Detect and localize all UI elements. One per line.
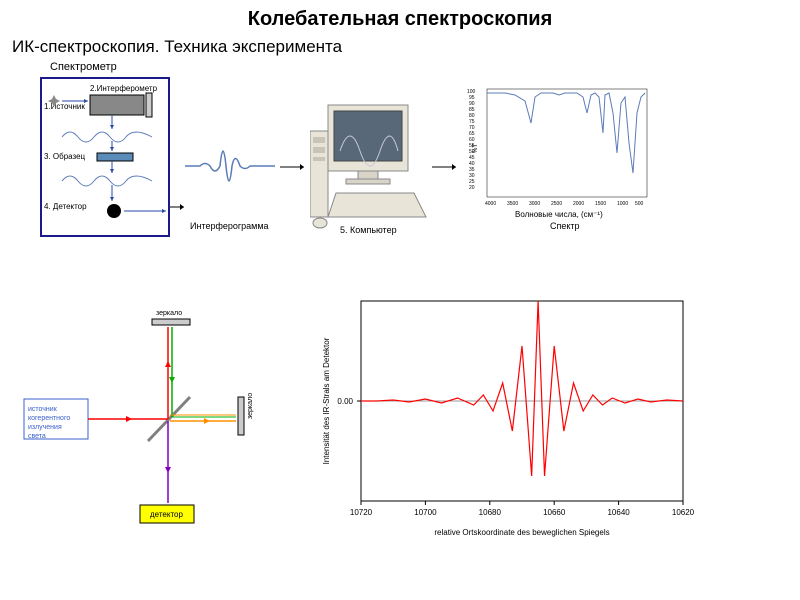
computer-label: 5. Компьютер [340,225,397,235]
svg-text:3500: 3500 [507,201,518,207]
interferogram-chart: 0.00 10720 10700 10680 10660 10640 10620 relati… [315,291,695,541]
spectrum-mini-chart: 100959085 80757065 60555045 40353025 20 … [465,83,655,233]
svg-text:Intensität des IR-Strals am De: Intensität des IR-Strals am Detektor [322,337,331,464]
svg-text:источник: источник [28,406,58,413]
arrow-icon [432,161,462,173]
bottom-section: источник когерентного излучения света зе… [0,261,800,571]
arrow-icon [170,201,190,213]
spectrometer-box: 1.Источник 2.Интерферометр 3. Образец [40,77,170,237]
svg-text:1000: 1000 [617,201,628,207]
svg-text:света: света [28,433,46,440]
svg-text:3. Образец: 3. Образец [44,152,86,161]
computer-icon [310,101,430,231]
svg-text:10720: 10720 [350,508,373,517]
svg-text:500: 500 [635,201,644,207]
svg-text:4. Детектор: 4. Детектор [44,202,87,211]
svg-text:10660: 10660 [543,508,566,517]
svg-text:детектор: детектор [150,510,183,519]
svg-text:когерентного: когерентного [28,415,70,422]
svg-text:1500: 1500 [595,201,606,207]
svg-text:10700: 10700 [414,508,437,517]
svg-text:3000: 3000 [529,201,540,207]
svg-text:relative Ortskoordinate des be: relative Ortskoordinate des beweglichen … [434,528,609,537]
page-title: Колебательная спектроскопия [0,0,800,31]
svg-text:2.Интерферометр: 2.Интерферометр [90,84,158,93]
svg-text:0.00: 0.00 [337,397,353,406]
arrow-icon [280,161,310,173]
svg-text:20: 20 [469,185,475,191]
page-subtitle: ИК-спектроскопия. Техника эксперимента [0,31,800,57]
spectrometer-svg: 1.Источник 2.Интерферометр 3. Образец [42,79,168,235]
svg-text:2000: 2000 [573,201,584,207]
interferometer-scheme: источник когерентного излучения света зе… [20,301,280,531]
pipeline-diagram: Спектрометр 1.Источник 2.Интерферометр 3… [0,61,800,261]
svg-text:Волновые числа, (см⁻¹): Волновые числа, (см⁻¹) [515,210,603,219]
svg-text:зеркало: зеркало [247,393,254,419]
spectrometer-label: Спектрометр [50,61,117,73]
svg-text:10640: 10640 [607,508,630,517]
svg-text:10620: 10620 [672,508,695,517]
svg-text:%T: %T [473,144,479,153]
svg-text:излучения: излучения [28,424,62,431]
svg-text:4000: 4000 [485,201,496,207]
svg-text:1.Источник: 1.Источник [44,102,85,111]
svg-text:Спектр: Спектр [550,221,580,231]
svg-text:2500: 2500 [551,201,562,207]
svg-text:10680: 10680 [479,508,502,517]
interferogram-wave [180,121,280,211]
svg-text:зеркало: зеркало [156,310,182,317]
interferogram-label: Интерферограмма [190,221,269,231]
